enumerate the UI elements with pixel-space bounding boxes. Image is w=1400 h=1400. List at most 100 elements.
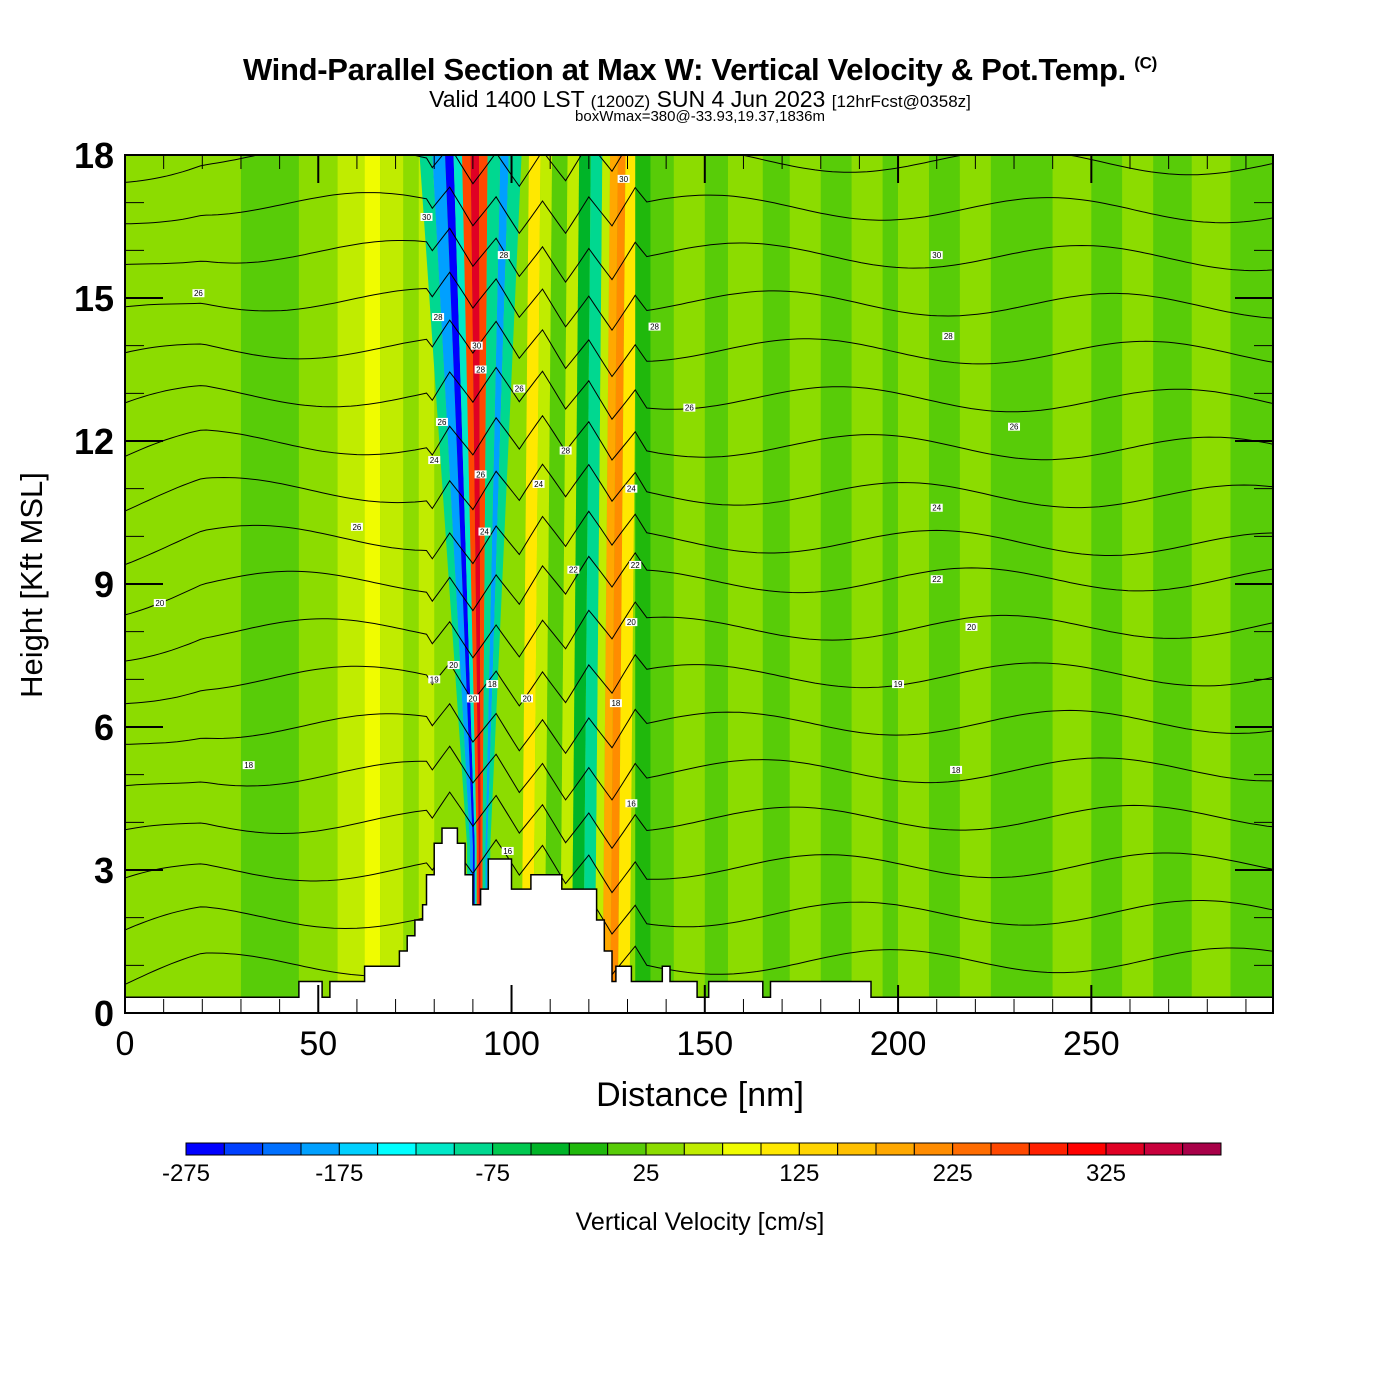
contour-label-box <box>930 503 943 512</box>
colorbar-tick-label: 125 <box>779 1160 819 1187</box>
colorbar-swatch <box>453 1142 494 1156</box>
axis-ticks <box>124 154 1273 1014</box>
w-band <box>762 155 790 1013</box>
contour-label: 18 <box>611 699 620 708</box>
chart-title-main: Wind-Parallel Section at Max W: Vertical… <box>243 52 1126 87</box>
contour-label: 26 <box>194 289 203 298</box>
w-band <box>487 155 522 1013</box>
x-axis-label: Distance [nm] <box>596 1076 804 1114</box>
colorbar-swatch <box>338 1142 379 1156</box>
forecast-info: [12hrFcst@0358z] <box>831 92 971 111</box>
colorbar-tick-label: -75 <box>475 1160 510 1187</box>
contour-label-box <box>965 622 978 631</box>
contour-label: 20 <box>523 694 532 703</box>
contour-label: 28 <box>561 447 570 456</box>
w-band <box>1122 155 1154 1013</box>
y-tick-label: 6 <box>94 707 114 748</box>
theta-contour <box>125 791 1273 850</box>
y-axis-label: Height [Kft MSL] <box>14 472 49 698</box>
colorbar-swatch <box>683 1142 724 1156</box>
contour-label-box <box>950 765 963 774</box>
colorbar-swatch <box>913 1142 954 1156</box>
y-tick-label: 12 <box>74 421 114 462</box>
colorbar-swatch <box>837 1142 877 1156</box>
w-band <box>571 155 591 1013</box>
w-band <box>1052 155 1092 1013</box>
copyright-mark: (C) <box>1134 53 1157 73</box>
contour-label-box <box>567 565 580 574</box>
colorbar-swatch <box>223 1142 264 1156</box>
w-band <box>789 155 821 1013</box>
contour-label-box <box>625 484 638 493</box>
y-tick-label: 3 <box>94 850 114 891</box>
x-tick-label: 0 <box>116 1025 135 1063</box>
contour-label: 19 <box>894 680 903 689</box>
contour-label-box <box>625 618 638 627</box>
contour-label: 28 <box>650 323 659 332</box>
w-band <box>610 155 626 1013</box>
colorbar-label: Vertical Velocity [cm/s] <box>575 1208 825 1236</box>
colorbar-swatch <box>990 1142 1030 1156</box>
contour-label: 24 <box>430 456 439 465</box>
contour-label: 28 <box>944 332 953 341</box>
y-tick-label: 9 <box>94 564 114 605</box>
theta-contour <box>125 552 1273 616</box>
contour-label: 19 <box>430 675 439 684</box>
contour-label-box <box>532 479 545 488</box>
contour-label: 16 <box>503 847 512 856</box>
contour-label-box <box>447 661 460 670</box>
w-band <box>1091 155 1123 1013</box>
theta-contour <box>125 653 1273 707</box>
w-band <box>704 155 728 1013</box>
w-band <box>418 155 435 1013</box>
contour-label: 20 <box>627 618 636 627</box>
w-band <box>532 155 553 1013</box>
w-band <box>403 155 419 1013</box>
colorbar-swatch <box>798 1142 839 1156</box>
contour-label-box <box>242 761 255 770</box>
contour-label: 20 <box>468 694 477 703</box>
terrain-mask <box>125 827 1273 1013</box>
contour-label: 22 <box>569 566 578 575</box>
contour-labels: 26 20 18 26 19 30 28 26 24 20 20 30 28 26 24 18 16 28 26 24… <box>153 174 1021 856</box>
contour-label: 24 <box>534 480 543 489</box>
contour-label: 26 <box>685 404 694 413</box>
contour-label-box <box>617 174 630 183</box>
colorbar-tick-label: -175 <box>315 1160 363 1187</box>
contour-label-box <box>466 694 479 703</box>
contour-label: 26 <box>515 385 524 394</box>
theta-contour <box>125 838 1273 894</box>
theta-contour <box>125 227 1273 283</box>
y-tick-label: 15 <box>74 278 114 319</box>
contour-label-box <box>428 675 441 684</box>
contour-label-box <box>520 694 533 703</box>
contour-label: 20 <box>155 599 164 608</box>
x-tick-label: 50 <box>299 1025 337 1063</box>
contour-label: 24 <box>627 485 636 494</box>
theta-contour <box>125 933 1273 985</box>
contour-label: 26 <box>438 418 447 427</box>
w-band <box>650 155 674 1013</box>
w-band <box>1191 155 1231 1013</box>
box-wmax-info: boxWmax=380@-33.93,19.37,1836m <box>575 108 825 125</box>
chart-title: Wind-Parallel Section at Max W: Vertical… <box>0 52 1400 88</box>
w-band <box>240 155 299 1013</box>
colorbar-swatch <box>1105 1142 1145 1156</box>
colorbar-swatch <box>530 1142 570 1156</box>
colorbar-swatch <box>415 1142 455 1156</box>
contour-label-box <box>625 799 638 808</box>
colorbar-tick-label: 225 <box>933 1160 973 1187</box>
w-band <box>380 155 404 1013</box>
y-tick-label: 0 <box>94 993 114 1034</box>
vertical-velocity-field <box>125 155 1273 1013</box>
w-band <box>990 155 1053 1013</box>
w-band <box>882 155 899 1013</box>
contour-label-box <box>892 680 905 689</box>
contour-label: 24 <box>480 528 489 537</box>
contour-label-box <box>930 251 943 260</box>
colorbar-swatch <box>1067 1142 1107 1156</box>
contour-label: 28 <box>434 313 443 322</box>
contour-label-box <box>513 384 526 393</box>
contour-label: 20 <box>967 623 976 632</box>
